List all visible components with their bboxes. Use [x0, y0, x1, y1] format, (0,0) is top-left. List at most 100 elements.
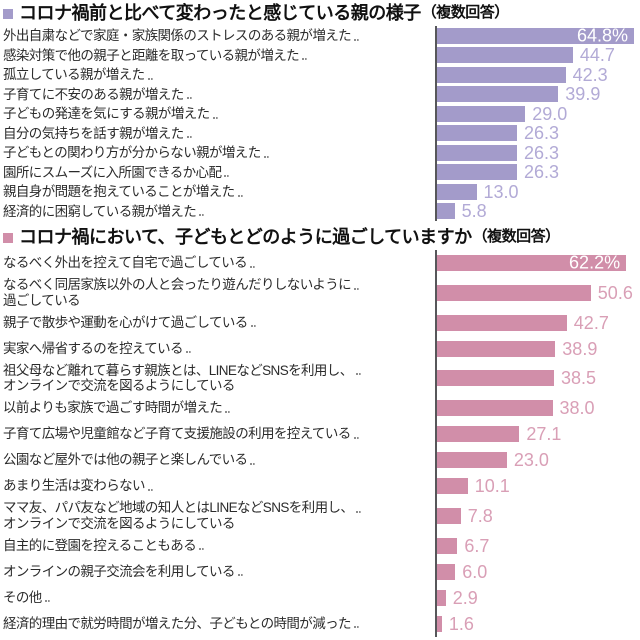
dotted-leader: [147, 488, 153, 491]
dotted-leader: [263, 155, 269, 158]
dotted-leader: [147, 77, 153, 80]
bar-area: 42.3: [435, 65, 640, 85]
bar: [437, 47, 573, 64]
bar-label-area: あまり生活は変わらない: [0, 473, 435, 499]
bar-label-area: 親子で散歩や運動を心がけて過ごしている: [0, 310, 435, 336]
bar-label-area: 経済的に困窮している親が増えた: [0, 202, 435, 222]
square-bullet-icon: [3, 232, 13, 243]
bar-value: 26.3: [524, 142, 560, 163]
bar: [437, 183, 477, 200]
dotted-leader: [212, 116, 218, 119]
bar-label: 子どもとの関わり方が分からない親が増えた: [3, 145, 261, 160]
bar: [437, 314, 567, 331]
bar: [437, 284, 591, 301]
bar-value: 2.9: [452, 587, 478, 608]
chart-section-children: コロナ禍において、子どもとどのように過ごしていますか （複数回答） なるべく外出を…: [0, 221, 640, 637]
bar-row: 外出自粛などで家庭・家族関係のストレスのある親が増えた 64.8%: [0, 26, 640, 46]
bar: [437, 589, 446, 606]
bar-row: 子どもの発達を気にする親が増えた 29.0: [0, 104, 640, 124]
bar-label: なるべく外出を控えて自宅で過ごしている: [3, 255, 248, 271]
bar-row: 経済的理由で就労時間が増えた分、子どもとの時間が減った 1.6: [0, 610, 640, 637]
bar-label-line2: オンラインで交流を図るようにしている: [3, 378, 235, 394]
bar-area: 26.3: [435, 123, 640, 144]
bar-label-area: 外出自粛などで家庭・家族関係のストレスのある親が増えた: [0, 26, 435, 46]
bar-area: 39.9: [435, 84, 640, 104]
bar-rows-parents: 外出自粛などで家庭・家族関係のストレスのある親が増えた 64.8% 感染対策で他の親…: [0, 26, 640, 221]
bar-label: 親子で散歩や運動を心がけて過ごしている: [3, 314, 248, 330]
bar: [437, 86, 559, 103]
chart-title-parents: コロナ禍前と比べて変わったと感じている親の様子 （複数回答）: [0, 0, 640, 26]
bar-value: 42.3: [572, 64, 608, 85]
bar-label-area: 以前よりも家族で過ごす時間が増えた: [0, 395, 435, 421]
chart-title-note: （複数回答）: [421, 4, 510, 21]
bar-area: 10.1: [435, 473, 640, 499]
bar-area: 26.3: [435, 162, 640, 182]
dotted-leader: [224, 175, 230, 177]
bar-area: 38.0: [435, 395, 640, 421]
bar-value: 13.0: [483, 181, 519, 202]
bar-row: 経済的に困窮している親が増えた 5.8: [0, 201, 640, 222]
bar-label-area: 公園など屋外では他の親子と楽しんでいる: [0, 447, 435, 473]
bar-label-area: 孤立している親が増えた: [0, 65, 435, 85]
bar-row: 子どもとの関わり方が分からない親が増えた 26.3: [0, 143, 640, 163]
bar-value: 38.0: [559, 398, 595, 418]
bar-label-area: 子育てに不安のある親が増えた: [0, 85, 435, 105]
dotted-leader: [250, 325, 256, 328]
bar-area: 50.6: [435, 276, 640, 310]
bar: 62.2%: [437, 254, 627, 272]
bar-label: 自主的に登園を控えることもある: [3, 537, 197, 553]
bar-area: 26.3: [435, 143, 640, 163]
bar-label-area: 園所にスムーズに入所園できるか心配: [0, 163, 435, 183]
bar-value: 50.6: [597, 282, 633, 303]
bar-label-area: 親自身が問題を抱えていることが増えた: [0, 182, 435, 202]
bar: [437, 537, 458, 554]
bar-label: 公園など屋外では他の親子と楽しんでいる: [3, 452, 248, 468]
bar-value: 6.0: [462, 561, 488, 582]
bar-area: 1.6: [435, 610, 640, 637]
bar: [437, 400, 553, 416]
bar-area: 62.2%: [435, 250, 640, 276]
bar-label: 経済的理由で就労時間が増えた分、子どもとの時間が減った: [3, 615, 352, 631]
bar-label-area: ママ友、パパ友など地域の知人とはLINEなどSNSを利用し、 オンラインで交流を図…: [0, 499, 435, 533]
bar-label: 親自身が問題を抱えていることが増えた: [3, 184, 235, 199]
bar-label: 感染対策で他の親子と距離を取っている親が増えた: [3, 47, 300, 63]
bar-label: 外出自粛などで家庭・家族関係のストレスのある親が増えた: [3, 28, 352, 43]
bar-label: 園所にスムーズに入所園できるか心配: [3, 164, 222, 180]
bar-area: 64.8%: [435, 26, 640, 46]
bar-row: 公園など屋外では他の親子と楽しんでいる 23.0: [0, 447, 640, 473]
bar-label: 子育て広場や児童館など子育て支援施設の利用を控えている: [3, 426, 351, 442]
bar-value: 10.1: [474, 476, 510, 496]
bar: [437, 452, 507, 468]
bar-value: 1.6: [448, 613, 474, 634]
chart-title-text: コロナ禍前と比べて変わったと感じている親の様子: [19, 3, 421, 23]
bar-area: 29.0: [435, 104, 640, 124]
dotted-leader: [186, 97, 192, 99]
bar-value: 38.9: [562, 338, 598, 359]
bar-label: 実家へ帰省するのを控えている: [3, 340, 184, 356]
bar-label: オンラインの親子交流会を利用している: [3, 563, 235, 579]
dotted-leader: [237, 194, 243, 197]
bar-label-area: その他: [0, 585, 435, 611]
dotted-leader: [44, 600, 50, 603]
bar-row: なるべく外出を控えて自宅で過ごしている 62.2%: [0, 250, 640, 276]
bar-row: 実家へ帰省するのを控えている 38.9: [0, 335, 640, 362]
bar-label-area: 子どもとの関わり方が分からない親が増えた: [0, 143, 435, 163]
bar-rows-children: なるべく外出を控えて自宅で過ごしている 62.2% なるべく同居家族以外の人と会った…: [0, 250, 640, 637]
bar: 64.8%: [437, 26, 634, 44]
dotted-leader: [199, 214, 205, 216]
bar-label: 経済的に困窮している親が増えた: [3, 203, 197, 219]
bar-label: ママ友、パパ友など地域の知人とはLINEなどSNSを利用し、: [3, 500, 354, 516]
bar-row: 自分の気持ちを話す親が増えた 26.3: [0, 123, 640, 144]
bar-value: 6.7: [464, 535, 490, 556]
bar: [437, 563, 456, 580]
bar-value: 26.3: [524, 123, 560, 144]
bar-label-area: 子どもの発達を気にする親が増えた: [0, 104, 435, 124]
bar: [437, 340, 556, 357]
bar-label-area: 実家へ帰省するのを控えている: [0, 336, 435, 362]
bar-label-area: なるべく外出を控えて自宅で過ごしている: [0, 250, 435, 276]
bar: [437, 507, 461, 524]
bar-label: 祖父母など離れて暮らす親族とは、LINEなどSNSを利用し、: [3, 362, 353, 378]
bar-area: 13.0: [435, 182, 640, 202]
dotted-leader: [302, 58, 308, 60]
bar: [437, 370, 554, 387]
